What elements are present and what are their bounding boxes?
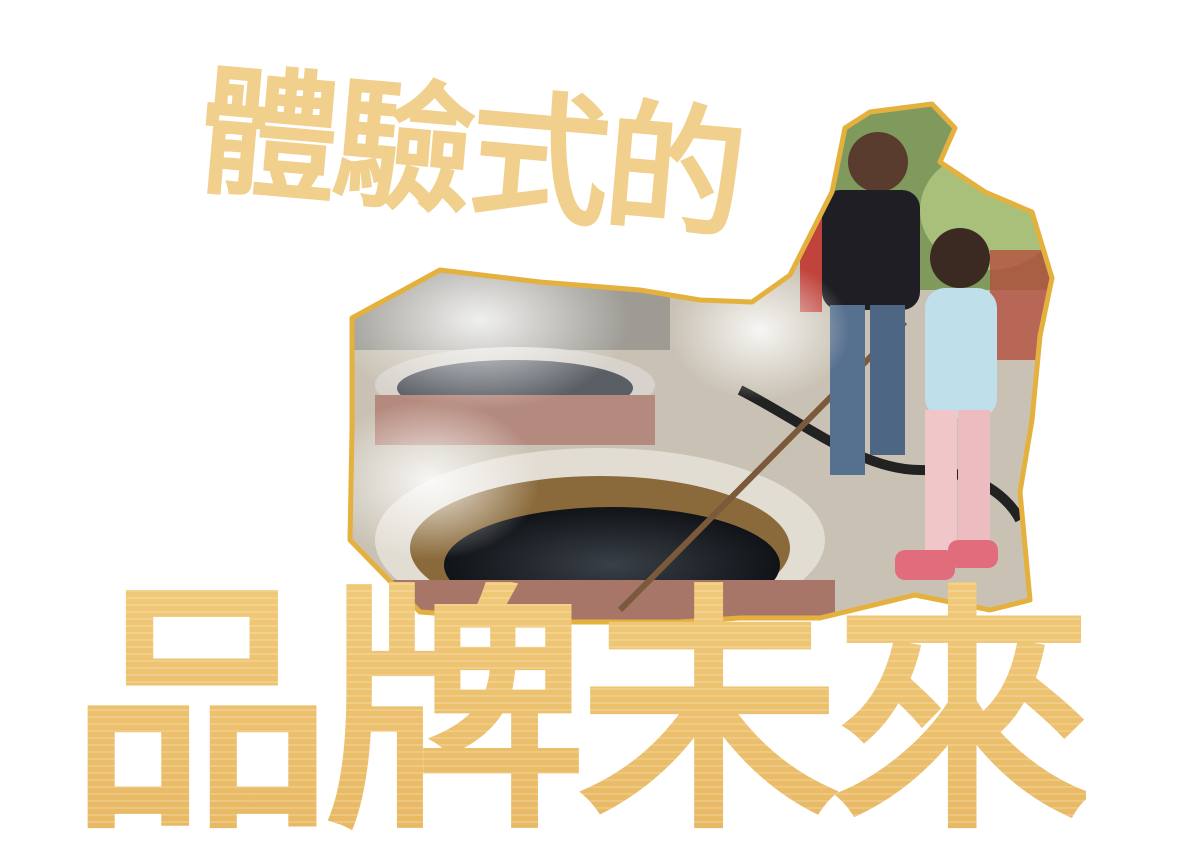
woman-torso [822, 190, 920, 310]
photo-scene [350, 104, 1052, 622]
child-shoe-left [895, 550, 955, 580]
child-shoe-right [948, 540, 998, 568]
steam-cloud [350, 400, 540, 560]
child-leg-left [925, 410, 957, 560]
child-leg-right [958, 410, 990, 560]
child-head [930, 228, 990, 288]
hose [737, 385, 1025, 523]
child-torso [925, 288, 997, 418]
woman-leg-right [870, 305, 905, 455]
headline-line-2: 品牌未來 [70, 560, 1086, 865]
woman-head [848, 132, 908, 192]
steam-cloud [350, 230, 630, 410]
steam-cloud [670, 260, 850, 400]
